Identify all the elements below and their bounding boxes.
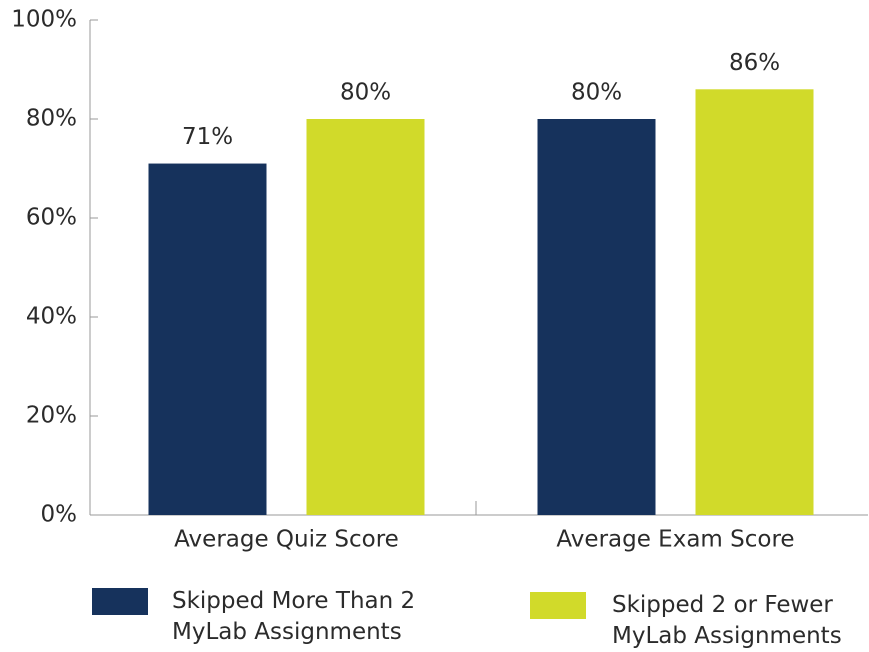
bar (306, 119, 425, 515)
y-tick-label: 100% (11, 7, 77, 33)
bar (148, 163, 267, 516)
y-tick-label: 60% (26, 205, 77, 231)
data-label: 86% (729, 50, 780, 76)
legend-label: Skipped More Than 2 MyLab Assignments (172, 588, 416, 645)
y-tick-label: 20% (26, 403, 77, 429)
y-tick-label: 0% (41, 502, 78, 528)
y-tick-label: 40% (26, 304, 77, 330)
legend-swatch (530, 592, 586, 619)
legend-label: Skipped 2 or Fewer MyLab Assignments (612, 592, 842, 649)
data-label: 71% (182, 124, 233, 150)
y-tick-label: 80% (26, 106, 77, 132)
legend-swatch (92, 588, 148, 615)
bar (695, 89, 814, 516)
data-label: 80% (571, 80, 622, 106)
x-tick-label: Average Exam Score (556, 527, 794, 553)
data-label: 80% (340, 80, 391, 106)
x-tick-label: Average Quiz Score (174, 527, 399, 553)
bar (537, 119, 656, 515)
